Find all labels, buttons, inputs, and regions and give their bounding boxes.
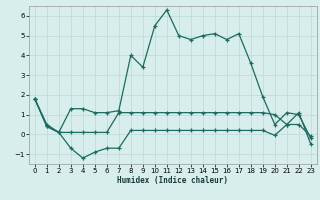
X-axis label: Humidex (Indice chaleur): Humidex (Indice chaleur) [117, 176, 228, 185]
